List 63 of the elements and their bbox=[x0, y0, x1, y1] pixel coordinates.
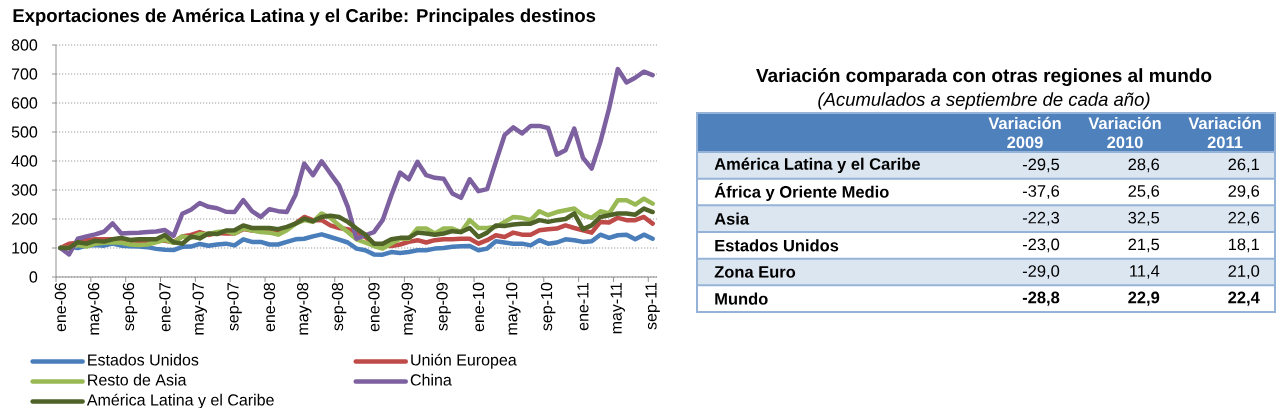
y-tick-label: América Latina y el Caribe bbox=[714, 157, 920, 174]
chart-subtitle: (Acumulados a septiembre de cada año) bbox=[818, 92, 1150, 110]
x-tick-label: sep-10 bbox=[540, 282, 556, 331]
x-tick-label: may-09 bbox=[401, 282, 417, 335]
y-tick-label: 200 bbox=[11, 213, 38, 225]
data-label: 29,6 bbox=[1228, 185, 1260, 199]
y-tick-label: Zona Euro bbox=[714, 266, 796, 278]
y-tick-label: Asia bbox=[714, 212, 750, 225]
data-label: -28,8 bbox=[1022, 291, 1060, 306]
x-tick-label: ene-07 bbox=[159, 283, 171, 332]
y-tick-label: 0 bbox=[29, 271, 38, 283]
x-tick-label: may-07 bbox=[192, 283, 207, 335]
y-tick-label: 300 bbox=[11, 184, 38, 196]
chart-title: Variación comparada con otras regiones al mundo bbox=[756, 68, 1212, 86]
x-tick-label: sep-11 bbox=[645, 283, 660, 330]
x-tick-label: may-06 bbox=[87, 282, 103, 335]
data-label: 22,4 bbox=[1228, 291, 1260, 306]
data-label: -37,6 bbox=[1022, 185, 1060, 199]
data-label: 21,5 bbox=[1128, 238, 1160, 253]
legend-label: Estados Unidos bbox=[88, 353, 199, 366]
x-tick-label: Variación 2009 bbox=[988, 116, 1061, 149]
data-label: 11,4 bbox=[1130, 265, 1160, 279]
x-tick-label: sep-07 bbox=[227, 283, 242, 331]
y-tick-label: Mundo bbox=[715, 292, 768, 305]
y-tick-label: Estados Unidos bbox=[715, 239, 839, 252]
y-tick-label: 100 bbox=[12, 242, 38, 254]
x-tick-label: may-10 bbox=[506, 282, 521, 335]
data-label: 32,5 bbox=[1128, 211, 1160, 226]
y-tick-label: África y Oriente Medio bbox=[714, 182, 889, 202]
data-label: 26,1 bbox=[1228, 158, 1260, 173]
data-label: -29,5 bbox=[1022, 158, 1060, 173]
y-tick-label: 400 bbox=[11, 155, 38, 167]
x-tick-label: sep-08 bbox=[331, 282, 347, 331]
y-tick-label: 600 bbox=[11, 97, 38, 109]
x-tick-label: ene-09 bbox=[368, 282, 380, 332]
legend-label: China bbox=[410, 373, 452, 386]
x-tick-label: ene-10 bbox=[472, 282, 485, 332]
data-label: 25,6 bbox=[1128, 185, 1160, 199]
data-label: 28,6 bbox=[1128, 158, 1160, 173]
line-series bbox=[58, 66, 655, 257]
x-tick-label: sep-06 bbox=[122, 282, 138, 331]
x-tick-label: sep-09 bbox=[436, 282, 451, 331]
x-tick-label: ene-11 bbox=[577, 283, 589, 331]
data-label: -23,0 bbox=[1022, 238, 1060, 253]
x-tick-label: ene-08 bbox=[263, 282, 276, 332]
data-label: 21,0 bbox=[1228, 265, 1260, 279]
x-tick-label: may-08 bbox=[297, 282, 312, 335]
x-tick-label: ene-06 bbox=[54, 282, 67, 332]
y-tick-label: 800 bbox=[11, 39, 38, 51]
data-label: 22,6 bbox=[1228, 211, 1260, 226]
data-label: -22,3 bbox=[1022, 211, 1060, 226]
x-tick-label: may-11 bbox=[610, 282, 625, 334]
legend-label: América Latina y el Caribe bbox=[86, 393, 274, 408]
x-tick-label: Variación 2011 bbox=[1188, 116, 1261, 149]
chart-title: Exportaciones de América Latina y el Caribe: Principales destinos bbox=[13, 8, 596, 26]
y-tick-label: 700 bbox=[11, 68, 38, 80]
data-label: 22,9 bbox=[1128, 291, 1160, 306]
legend-label: Unión Europea bbox=[411, 353, 517, 369]
x-tick-label: Variación 2010 bbox=[1088, 116, 1161, 149]
y-tick-label: 500 bbox=[11, 126, 38, 138]
data-label: 18,1 bbox=[1228, 238, 1260, 253]
legend-label: Resto de Asia bbox=[88, 373, 187, 386]
data-label: -29,0 bbox=[1022, 265, 1060, 279]
